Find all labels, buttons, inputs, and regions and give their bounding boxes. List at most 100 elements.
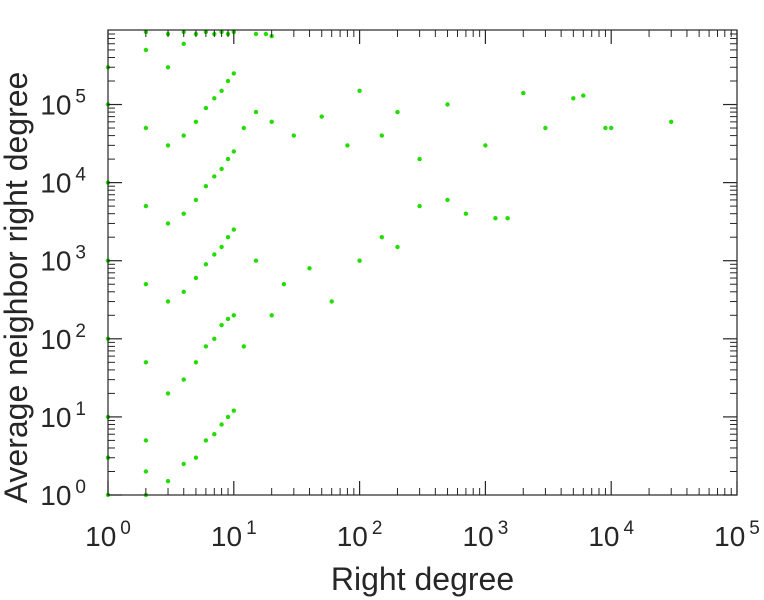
- x-tick-label: 10 5: [714, 518, 760, 552]
- data-point: [269, 119, 274, 125]
- data-point: [165, 391, 171, 396]
- data-point: [181, 289, 186, 294]
- data-point: [231, 408, 236, 413]
- minor-ticks: [108, 30, 737, 495]
- data-point: [219, 422, 224, 427]
- data-point: [571, 96, 576, 101]
- data-point: [193, 360, 199, 365]
- data-point: [581, 93, 586, 98]
- data-point: [165, 299, 171, 304]
- data-point: [203, 105, 209, 111]
- data-point: [165, 65, 171, 70]
- y-axis-label: Average neighbor right degree: [0, 72, 34, 504]
- y-tick-label: 10 0: [40, 477, 86, 511]
- x-axis-label: Right degree: [331, 561, 514, 597]
- data-point: [357, 88, 362, 94]
- data-point: [193, 275, 199, 281]
- data-point: [379, 235, 384, 240]
- data-point: [329, 299, 334, 304]
- data-point: [379, 133, 384, 138]
- data-point: [603, 125, 608, 131]
- data-point: [269, 313, 274, 318]
- data-point: [219, 322, 224, 328]
- data-point: [165, 143, 171, 148]
- data-point: [203, 262, 209, 267]
- data-point: [241, 344, 246, 349]
- data-point: [219, 166, 224, 172]
- data-point: [263, 31, 269, 37]
- data-point: [219, 244, 224, 250]
- data-point: [225, 316, 231, 322]
- data-point: [253, 109, 259, 115]
- x-tick-label: 10 2: [337, 518, 383, 552]
- data-point: [291, 133, 296, 138]
- data-point: [395, 244, 400, 250]
- y-tick-label: 10 1: [40, 399, 86, 433]
- data-point: [357, 258, 362, 263]
- data-point: [212, 252, 217, 257]
- data-point: [193, 119, 199, 125]
- data-point: [225, 156, 231, 162]
- data-point: [143, 47, 149, 53]
- y-tick-label: 10 5: [40, 87, 86, 121]
- y-tick-label: 10 3: [40, 243, 86, 277]
- data-point: [203, 184, 209, 189]
- data-point: [483, 143, 488, 148]
- data-point: [212, 432, 217, 437]
- data-point: [231, 149, 236, 154]
- data-point: [231, 313, 236, 318]
- data-point: [181, 133, 186, 138]
- x-tick-label: 10 3: [463, 518, 509, 552]
- data-point: [225, 235, 231, 240]
- data-point: [225, 414, 231, 420]
- data-point: [165, 479, 171, 484]
- data-point: [395, 109, 400, 115]
- x-tick-label: 10 4: [588, 518, 634, 552]
- data-point: [319, 114, 324, 119]
- data-point: [225, 78, 231, 84]
- data-point: [417, 203, 422, 209]
- data-point: [231, 227, 236, 232]
- data-point: [143, 282, 149, 287]
- data-point: [493, 216, 498, 221]
- data-point: [212, 336, 217, 341]
- data-point: [143, 469, 149, 474]
- data-point: [521, 90, 526, 96]
- data-point: [212, 174, 217, 179]
- data-point: [445, 102, 450, 107]
- data-point: [193, 197, 199, 203]
- data-point: [253, 31, 259, 37]
- data-point: [203, 344, 209, 349]
- data-point: [281, 282, 287, 287]
- data-point: [181, 41, 186, 46]
- data-point: [463, 211, 469, 216]
- data-point: [181, 461, 186, 467]
- data-point: [253, 258, 259, 263]
- data-point: [307, 266, 312, 271]
- plot-frame: [107, 29, 738, 496]
- x-tick-label: 10 1: [211, 518, 257, 552]
- data-point: [181, 377, 186, 382]
- data-point: [445, 197, 450, 203]
- data-point: [669, 119, 674, 125]
- y-tick-label: 10 4: [40, 165, 86, 199]
- data-point: [231, 71, 236, 76]
- data-point: [165, 221, 171, 226]
- data-point: [203, 438, 209, 443]
- data-point: [417, 156, 422, 162]
- data-point: [609, 125, 614, 131]
- data-point: [219, 88, 224, 94]
- data-points: [105, 29, 674, 498]
- data-point: [345, 143, 350, 148]
- y-tick-label: 10 2: [40, 321, 86, 355]
- data-point: [143, 360, 149, 365]
- data-point: [212, 96, 217, 101]
- data-point: [181, 211, 186, 216]
- data-point: [143, 203, 149, 209]
- data-point: [143, 125, 149, 131]
- data-point: [143, 438, 149, 443]
- x-tick-labels: 10 0 10 1 10 2 10 3 10 4 10 5: [85, 518, 760, 552]
